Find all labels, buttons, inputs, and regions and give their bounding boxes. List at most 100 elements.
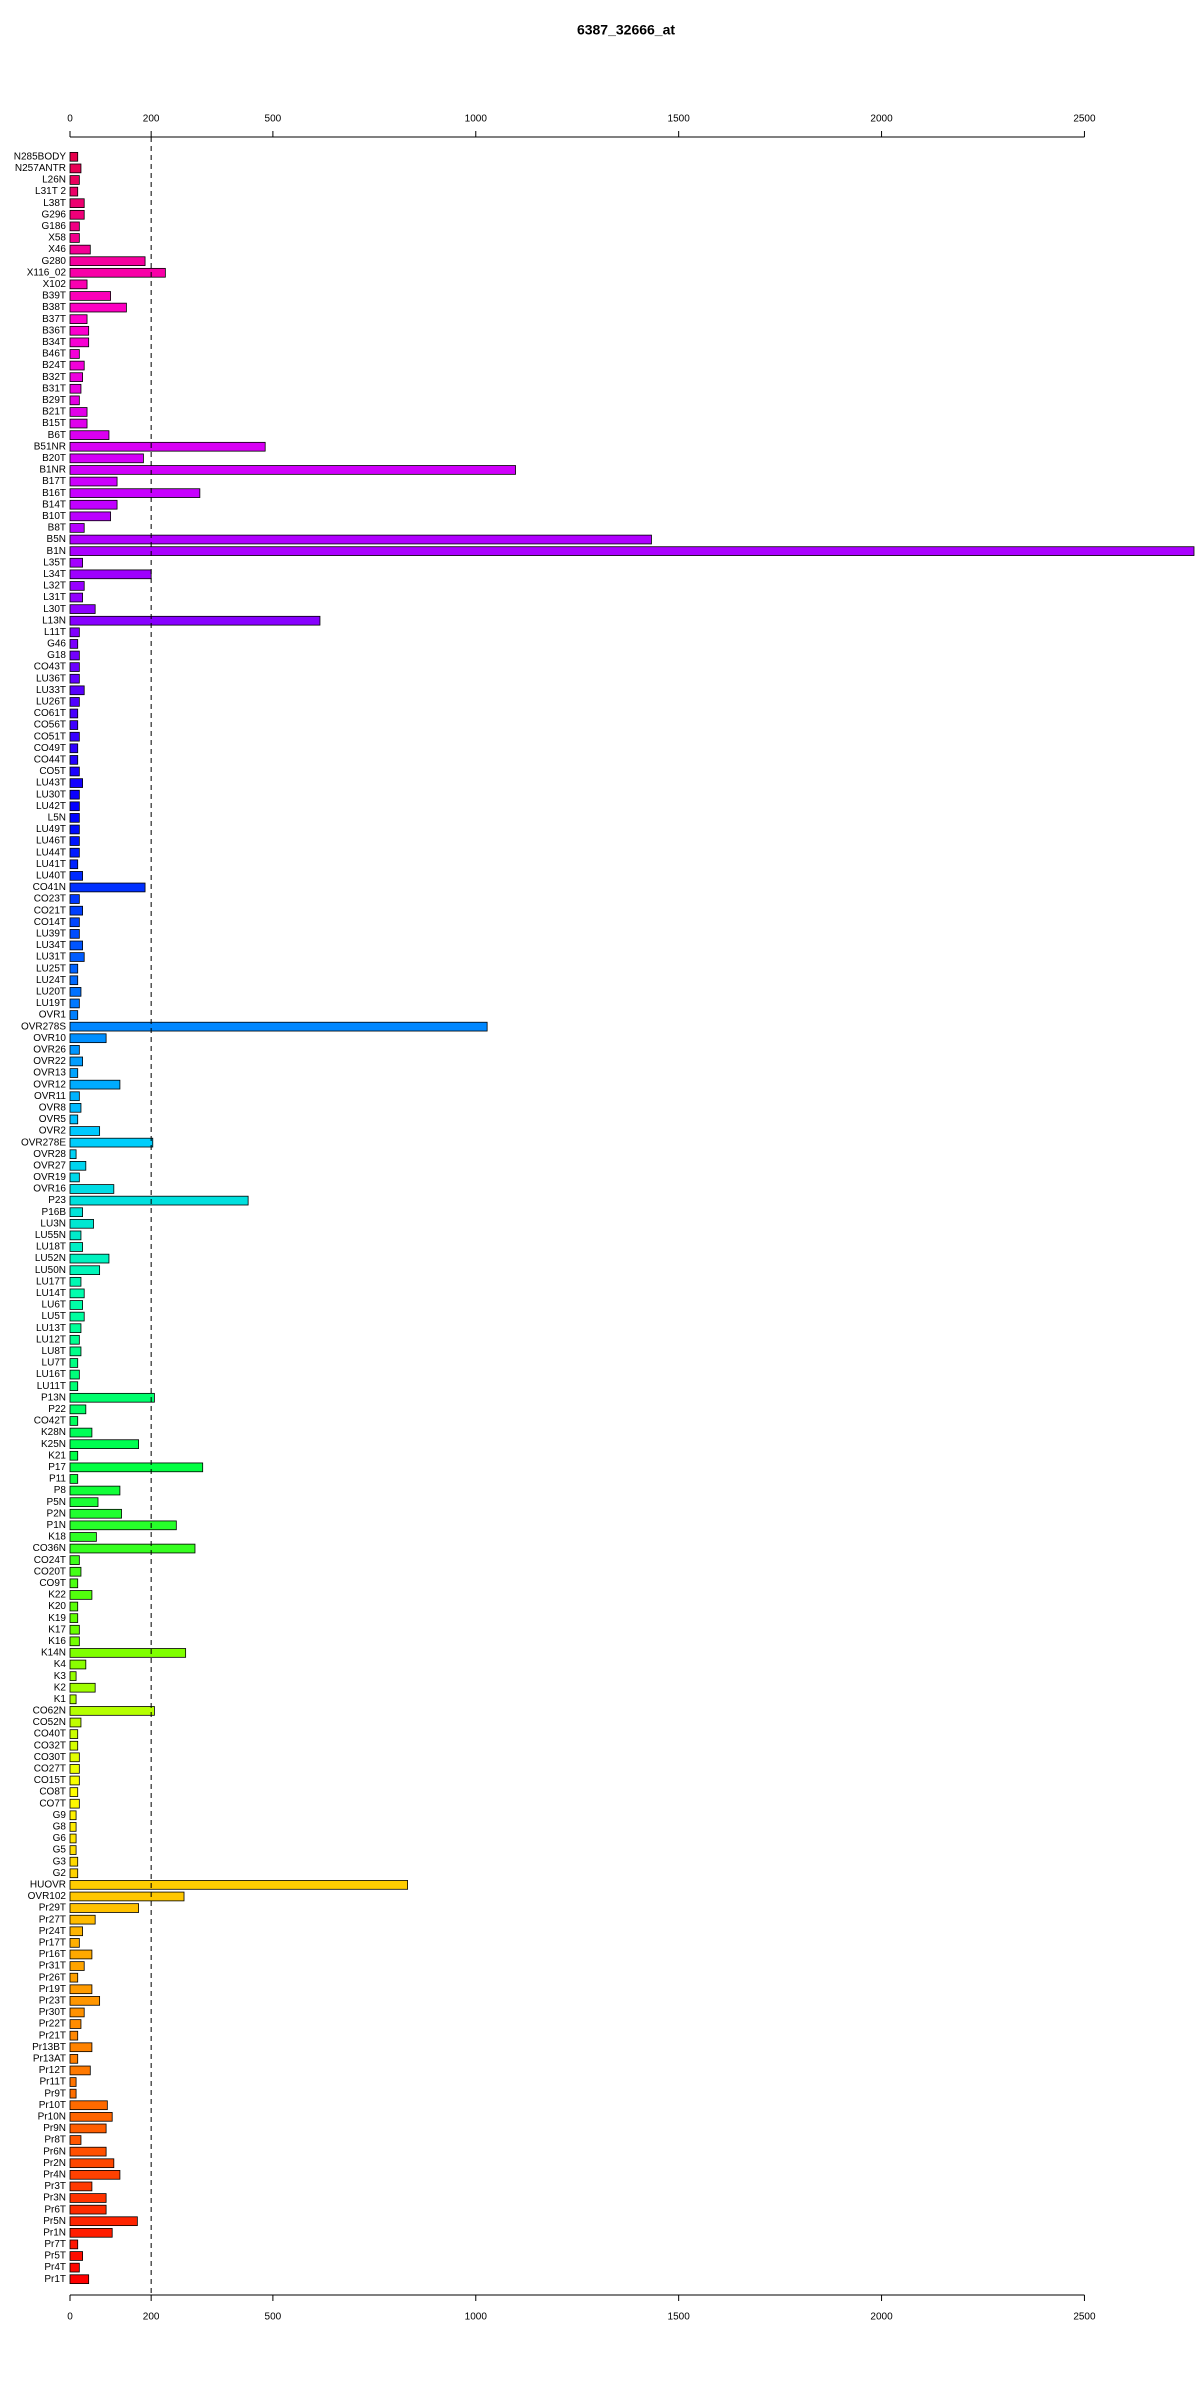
bar xyxy=(69,1230,82,1241)
y-tick-label: L31T 2 xyxy=(35,186,66,197)
y-tick-label: Pr21T xyxy=(39,2030,66,2041)
y-tick-label: OVR2 xyxy=(39,1126,67,1137)
y-tick-label: G280 xyxy=(42,256,67,267)
bar xyxy=(69,1439,139,1449)
bar xyxy=(69,2251,83,2261)
y-tick-label: G6 xyxy=(53,1833,67,1844)
y-tick-label: Pr4T xyxy=(44,2262,66,2273)
bar xyxy=(69,2077,77,2087)
y-tick-label: P13N xyxy=(41,1392,66,1403)
bar xyxy=(69,1218,94,1229)
x-tick-label: 200 xyxy=(143,2312,160,2323)
bar xyxy=(69,1416,79,1426)
bar xyxy=(69,1334,80,1345)
x-tick-label: 0 xyxy=(67,114,73,125)
y-tick-label: CO51T xyxy=(34,731,66,742)
bar xyxy=(69,1045,80,1055)
y-tick-label: LU16T xyxy=(36,1369,66,1380)
bar xyxy=(69,592,83,603)
y-tick-label: G2 xyxy=(53,1868,67,1879)
y-tick-label: L11T xyxy=(44,627,66,638)
y-tick-label: Pr31T xyxy=(39,1961,66,1972)
bar xyxy=(69,1833,77,1844)
y-tick-label: OVR8 xyxy=(39,1102,67,1113)
bar xyxy=(69,1392,155,1403)
y-tick-label: CO43T xyxy=(34,662,66,673)
bar xyxy=(69,1462,204,1473)
bar xyxy=(69,1172,80,1183)
y-tick-label: CO24T xyxy=(34,1555,66,1566)
y-tick-label: Pr9T xyxy=(44,2088,66,2099)
y-tick-label: LU30T xyxy=(36,789,66,800)
bar xyxy=(69,488,201,498)
y-tick-label: Pr13AT xyxy=(33,2053,66,2064)
bar xyxy=(69,1079,121,1090)
x-tick-label: 0 xyxy=(67,2312,73,2323)
y-tick-label: LU25T xyxy=(36,963,66,974)
y-tick-label: K4 xyxy=(54,1659,67,1670)
y-tick-label: G5 xyxy=(53,1845,67,1856)
y-tick-label: P11 xyxy=(49,1474,66,1485)
y-tick-label: P1N xyxy=(47,1520,66,1531)
bar xyxy=(69,697,80,707)
bar xyxy=(69,1242,83,1252)
bar xyxy=(69,523,85,533)
bar xyxy=(69,2204,107,2215)
bar xyxy=(69,1323,82,1333)
bar xyxy=(69,2088,77,2099)
x-tick-label: 500 xyxy=(265,114,282,125)
bar xyxy=(69,905,83,916)
bar xyxy=(69,1056,83,1067)
bar xyxy=(69,360,85,371)
x-tick-label: 1000 xyxy=(465,114,488,125)
y-tick-label: N285BODY xyxy=(14,151,67,162)
y-tick-label: LU42T xyxy=(36,801,66,812)
y-tick-label: B8T xyxy=(48,523,66,534)
y-tick-label: L13N xyxy=(42,615,66,626)
y-tick-label: Pr22T xyxy=(39,2019,66,2030)
y-tick-label: OVR1 xyxy=(39,1010,67,1021)
y-tick-label: K16 xyxy=(48,1636,66,1647)
y-tick-label: CO40T xyxy=(34,1729,66,1740)
y-tick-label: Pr6T xyxy=(44,2204,66,2215)
y-tick-label: LU8T xyxy=(42,1346,66,1357)
bar xyxy=(69,1578,79,1589)
y-tick-label: LU39T xyxy=(36,928,66,939)
y-tick-label: Pr13BT xyxy=(32,2042,66,2053)
bar xyxy=(69,940,83,951)
y-tick-label: K2 xyxy=(54,1682,67,1693)
y-tick-label: LU40T xyxy=(36,871,66,882)
y-tick-label: B38T xyxy=(42,302,66,313)
bar xyxy=(69,1972,79,1983)
y-tick-label: LU14T xyxy=(36,1288,66,1299)
bar xyxy=(69,2170,121,2180)
y-tick-label: CO36N xyxy=(33,1543,66,1554)
y-tick-label: L38T xyxy=(43,198,66,209)
bar xyxy=(69,2158,115,2169)
bar xyxy=(69,302,127,313)
y-tick-label: OVR27 xyxy=(33,1160,66,1171)
bar xyxy=(69,1346,82,1357)
bar xyxy=(69,2054,79,2064)
bar xyxy=(69,314,88,324)
y-tick-label: L30T xyxy=(43,604,66,615)
bar xyxy=(69,1717,82,1728)
bar xyxy=(69,1566,82,1577)
bar xyxy=(69,894,80,904)
bar xyxy=(69,627,80,638)
bar xyxy=(69,1497,99,1507)
bar xyxy=(69,1068,79,1078)
y-tick-label: Pr27T xyxy=(39,1914,66,1925)
y-tick-label: LU12T xyxy=(36,1334,66,1345)
y-tick-label: K22 xyxy=(48,1590,66,1601)
bar xyxy=(69,1845,77,1855)
bar xyxy=(69,221,80,232)
y-tick-label: OVR22 xyxy=(33,1056,66,1067)
bar xyxy=(69,847,80,858)
y-tick-label: CO21T xyxy=(34,905,66,916)
y-tick-label: LU6T xyxy=(42,1300,66,1311)
y-tick-label: B34T xyxy=(42,337,66,348)
bar xyxy=(69,1682,96,1693)
x-tick-label: 200 xyxy=(143,114,160,125)
